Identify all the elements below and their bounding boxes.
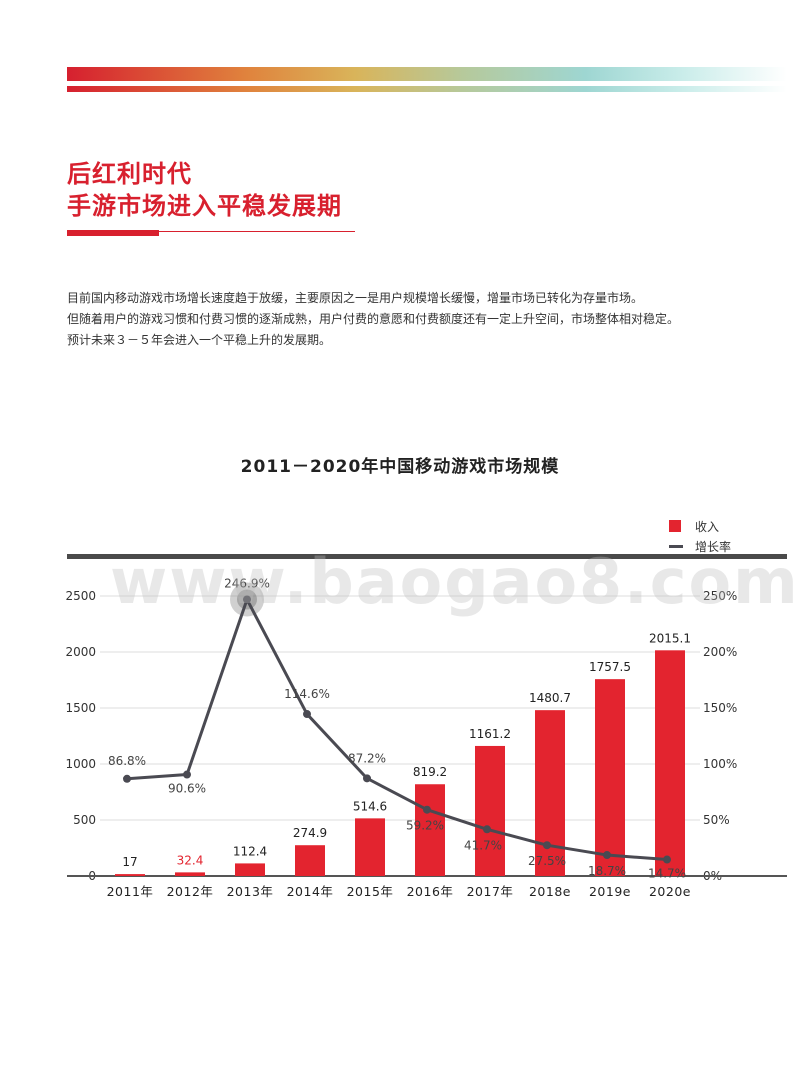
bar (595, 679, 625, 876)
y-tick-label: 2000 (65, 645, 96, 659)
bar-value-label: 1480.7 (529, 691, 571, 705)
bar (115, 874, 145, 876)
x-tick-label: 2013年 (227, 884, 274, 899)
title-underline-accent (67, 230, 159, 236)
growth-value-label: 18.7% (588, 864, 626, 878)
intro-paragraph-1: 目前国内移动游戏市场增长速度趋于放缓，主要原因之一是用户规模增长缓慢，增量市场已… (67, 291, 644, 305)
intro-text: 目前国内移动游戏市场增长速度趋于放缓，主要原因之一是用户规模增长缓慢，增量市场已… (67, 288, 767, 351)
y2-tick-label: 150% (703, 701, 737, 715)
title-underline (67, 231, 355, 232)
chart-top-rule (67, 554, 787, 559)
legend-label-growth: 增长率 (695, 539, 732, 554)
growth-point (483, 825, 491, 834)
y-tick-label: 1500 (65, 701, 96, 715)
legend-label-revenue: 收入 (695, 519, 720, 534)
bar-value-label: 1161.2 (469, 727, 511, 741)
bar (655, 650, 685, 876)
growth-point (543, 841, 551, 850)
growth-value-label: 90.6% (168, 782, 206, 796)
bar (235, 863, 265, 876)
y2-tick-label: 250% (703, 589, 737, 603)
y-tick-label: 1000 (65, 757, 96, 771)
bar-value-label: 112.4 (233, 844, 267, 858)
page-title-line-2: 手游市场进入平稳发展期 (67, 192, 342, 220)
bar-value-label: 2015.1 (649, 631, 691, 645)
growth-value-label: 114.6% (284, 687, 330, 701)
intro-paragraph-2: 但随着用户的游戏习惯和付费习惯的逐渐成熟，用户付费的意愿和付费额度还有一定上升空… (67, 312, 680, 326)
growth-point (423, 805, 431, 814)
header-gradient-band (67, 67, 787, 81)
revenue-growth-chart: 00%50050%1000100%1500150%2000200%2500250… (65, 554, 787, 899)
growth-value-label: 87.2% (348, 751, 386, 765)
y-tick-label: 2500 (65, 589, 96, 603)
x-tick-label: 2019e (589, 884, 631, 899)
chart-legend: 收入 增长率 (669, 516, 731, 556)
growth-point (603, 851, 611, 860)
x-tick-label: 2012年 (167, 884, 214, 899)
bar-value-label: 819.2 (413, 765, 447, 779)
y-tick-label: 500 (73, 813, 96, 827)
x-tick-label: 2020e (649, 884, 691, 899)
bar (295, 845, 325, 876)
bar-value-label: 17 (122, 855, 137, 869)
y2-tick-label: 200% (703, 645, 737, 659)
bar (475, 745, 505, 876)
legend-swatch-bar (669, 520, 681, 532)
x-tick-label: 2018e (529, 884, 571, 899)
growth-point (303, 710, 311, 719)
y2-tick-label: 50% (703, 813, 730, 827)
legend-swatch-line (669, 544, 683, 548)
header-gradient-stripe (67, 86, 787, 92)
growth-point (183, 770, 191, 779)
growth-point (243, 595, 251, 604)
growth-value-label: 86.8% (108, 754, 146, 768)
growth-line (126, 597, 668, 862)
growth-point (663, 855, 671, 864)
watermark: www.baogao8.com (110, 545, 800, 618)
bar-value-label: 32.4 (177, 853, 204, 867)
growth-point (123, 774, 131, 783)
bar-value-label: 514.6 (353, 799, 387, 813)
bar (415, 784, 445, 876)
bar-value-label: 274.9 (293, 826, 327, 840)
chart-title: 2011－2020年中国移动游戏市场规模 (240, 457, 560, 477)
growth-value-label: 41.7% (464, 838, 502, 852)
growth-point (363, 774, 371, 783)
page-title-line-1: 后红利时代 (67, 160, 192, 188)
bar (535, 710, 565, 876)
intro-paragraph-3: 预计未来３－５年会进入一个平稳上升的发展期。 (67, 333, 332, 347)
legend-item-growth: 增长率 (669, 536, 731, 556)
x-tick-label: 2017年 (467, 884, 514, 899)
x-tick-label: 2016年 (407, 884, 454, 899)
growth-value-label: 246.9% (224, 576, 270, 590)
growth-value-label: 59.2% (406, 819, 444, 833)
y2-tick-label: 100% (703, 757, 737, 771)
legend-item-revenue: 收入 (669, 516, 731, 536)
x-tick-label: 2015年 (347, 884, 394, 899)
growth-value-label: 27.5% (528, 854, 566, 868)
bar (175, 872, 205, 876)
x-tick-label: 2011年 (107, 884, 154, 899)
bar-value-label: 1757.5 (589, 660, 631, 674)
bar (355, 818, 385, 876)
x-tick-label: 2014年 (287, 884, 334, 899)
growth-value-label: 14.7% (648, 867, 686, 881)
page-title: 后红利时代 手游市场进入平稳发展期 (67, 158, 342, 222)
